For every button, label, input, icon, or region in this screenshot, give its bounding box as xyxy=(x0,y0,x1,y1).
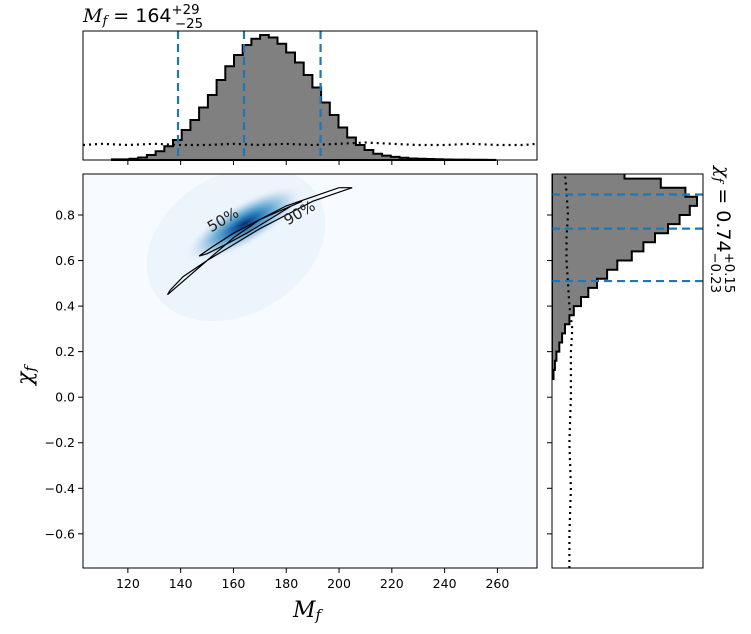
y-tick-label: 0.6 xyxy=(55,253,75,268)
mf-marginal-panel xyxy=(82,30,538,165)
joint-density-panel: 50% 90%120 140 160 180 200 220 240 260−0.6−0.4−0… xyxy=(45,173,538,591)
chi-title-part: = 0.74 xyxy=(712,182,734,252)
top-frame xyxy=(82,30,538,161)
x-tick-label: 140 xyxy=(169,576,193,591)
heatmap-layer xyxy=(146,174,353,322)
chi-title-part: +0.15 xyxy=(721,253,736,294)
x-axis-label-part: M xyxy=(292,598,316,623)
chi-title: χf = 0.74+0.15−0.23 xyxy=(707,164,736,293)
main-frame xyxy=(82,173,538,569)
x-tick-label: 240 xyxy=(433,576,457,591)
y-tick-label: 0.8 xyxy=(55,207,75,222)
y-axis-label-part: f xyxy=(21,364,39,373)
mf-histogram xyxy=(110,34,497,161)
y-tick-label: 0.2 xyxy=(55,344,75,359)
y-axis-label: χf xyxy=(13,364,39,387)
chi-title-part: f xyxy=(710,177,725,185)
y-axis-label-part: χ xyxy=(13,370,38,387)
mf-title-part: f xyxy=(101,14,109,29)
x-axis-label-part: f xyxy=(315,606,324,624)
y-tick-label: 0.4 xyxy=(55,299,75,314)
y-tick-label: 0.0 xyxy=(55,390,75,405)
contour-50 xyxy=(198,200,303,257)
chi-marginal-panel xyxy=(547,173,704,569)
y-tick-label: −0.2 xyxy=(45,435,75,450)
chi-hist-group xyxy=(552,174,698,568)
mf-title: Mf = 164+29 −25 xyxy=(82,3,203,32)
mf-title-part: −25 xyxy=(175,17,203,32)
x-tick-label: 120 xyxy=(116,576,140,591)
mf-prior-line xyxy=(82,141,538,147)
right-frame xyxy=(551,173,704,569)
chi-title-part: χ xyxy=(712,164,734,179)
y-tick-label: −0.4 xyxy=(45,481,75,496)
chi-histogram xyxy=(552,174,698,380)
mf-title-part: +29 xyxy=(172,3,200,18)
x-axis-label: Mf xyxy=(292,598,324,624)
x-tick-label: 160 xyxy=(222,576,246,591)
y-tick-label: −0.6 xyxy=(45,526,75,541)
chi-prior-line xyxy=(563,174,574,568)
x-tick-label: 200 xyxy=(327,576,351,591)
chi-title-part: −0.23 xyxy=(707,252,722,293)
x-tick-label: 260 xyxy=(485,576,509,591)
density-blob xyxy=(182,184,306,265)
mf-title-part: M xyxy=(82,5,103,27)
mf-title-part: = 164 xyxy=(107,5,171,27)
x-tick-label: 220 xyxy=(380,576,404,591)
x-tick-label: 180 xyxy=(274,576,298,591)
contour-90 xyxy=(166,187,353,296)
